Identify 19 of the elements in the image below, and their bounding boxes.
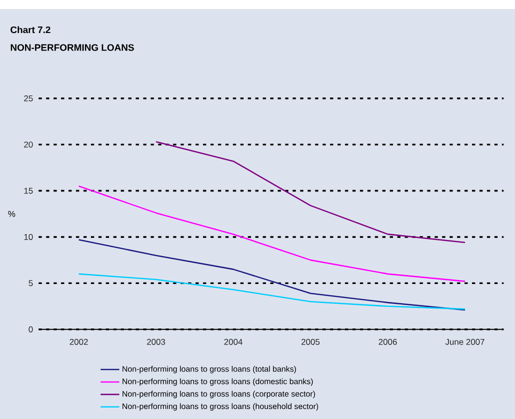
x-tick-label: 2005 xyxy=(302,338,320,345)
line-series xyxy=(155,141,466,244)
y-tick-label: 0 xyxy=(28,326,33,332)
chart-subtitle: NON-PERFORMING LOANS xyxy=(10,44,134,51)
x-tick-label: June 2007 xyxy=(445,338,484,345)
line-series xyxy=(78,239,466,311)
x-tick-label: 2003 xyxy=(147,338,166,345)
y-axis-title: % xyxy=(8,210,16,217)
line-series xyxy=(78,273,466,310)
y-tick-label: 15 xyxy=(24,188,33,194)
y-tick-label: 25 xyxy=(24,95,33,102)
x-tick-label: 2004 xyxy=(224,338,242,345)
y-tick-label: 10 xyxy=(24,234,33,240)
x-tick-label: 2002 xyxy=(70,338,88,345)
x-tick-label: 2006 xyxy=(378,338,397,345)
y-tick-label: 20 xyxy=(24,142,33,148)
line-series xyxy=(78,186,466,282)
y-tick-label: 5 xyxy=(28,280,33,286)
chart-title: Chart 7.2 xyxy=(10,26,50,34)
